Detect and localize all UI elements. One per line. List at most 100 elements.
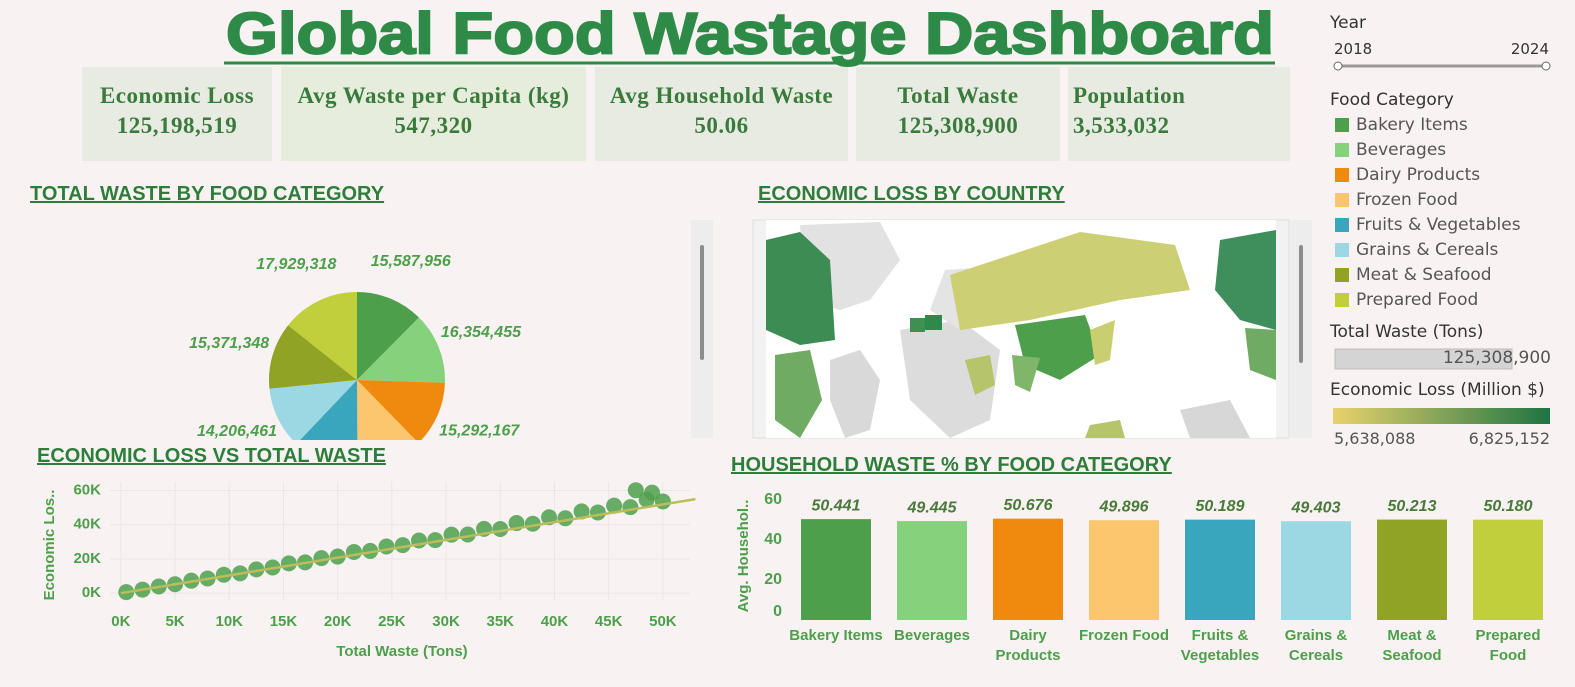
map (752, 219, 1290, 439)
data-label: 50.441 (812, 497, 861, 514)
kpi-box (856, 67, 1060, 161)
legend-swatch (1335, 293, 1349, 307)
scatter-point (492, 521, 509, 538)
chart-title: ECONOMIC LOSS VS TOTAL WASTE (37, 445, 386, 467)
data-label: 50.189 (1196, 498, 1245, 515)
data-label: 17,929,318 (256, 256, 336, 273)
legend-title: Economic Loss (Million $) (1330, 380, 1545, 400)
scatter-point (248, 561, 265, 578)
kpi-label: Avg Waste per Capita (kg) (297, 83, 570, 108)
pie-slice (269, 325, 357, 389)
scatter-point (589, 504, 606, 521)
scatter-point (622, 499, 639, 516)
bar (1281, 521, 1351, 620)
data-label: 50.180 (1484, 498, 1533, 515)
chart-title: ECONOMIC LOSS BY COUNTRY (758, 183, 1065, 205)
legend-item: Bakery Items (1356, 115, 1468, 135)
slider-min: 2018 (1334, 40, 1373, 58)
scatter-point (606, 497, 623, 514)
scatter-point (627, 482, 644, 499)
bar (1089, 520, 1159, 620)
trend-line (120, 497, 696, 595)
chart-title: TOTAL WASTE BY FOOD CATEGORY (30, 183, 385, 205)
y-tick-label: 20K (73, 550, 101, 567)
pie-slice (269, 380, 357, 440)
pie-slice (357, 380, 445, 440)
x-tick-label: 45K (595, 613, 623, 630)
x-tick-label: Prepared Food (1475, 627, 1541, 664)
slider-handle[interactable] (1541, 61, 1551, 71)
x-tick-label: 30K (432, 613, 460, 630)
x-tick-label: 50K (649, 613, 677, 630)
x-tick-label: 0K (111, 613, 130, 630)
scatter-point (573, 503, 590, 520)
y-tick-label: 0 (773, 603, 782, 620)
filter-title: Year (1330, 13, 1366, 33)
slider-handle[interactable] (1333, 61, 1343, 71)
data-label: 16,354,455 (441, 324, 522, 341)
kpi-label: Total Waste (897, 83, 1019, 108)
y-tick-label: 60K (73, 482, 101, 499)
y-tick-label: 60 (764, 491, 782, 508)
filter-bar (1334, 348, 1513, 370)
legend-swatch (1335, 218, 1349, 232)
data-label: 15,587,956 (371, 253, 451, 270)
scale-min: 5,638,088 (1334, 429, 1416, 448)
legend-swatch (1335, 243, 1349, 257)
legend-swatch (1335, 118, 1349, 132)
legend-swatch (1335, 193, 1349, 207)
scroll-thumb (700, 245, 704, 360)
bar (1377, 519, 1447, 620)
scale-max: 6,825,152 (1468, 429, 1550, 448)
x-tick-label: 25K (378, 613, 406, 630)
scatter-point (524, 515, 541, 532)
scatter-point (644, 484, 661, 501)
legend-item: Grains & Cereals (1356, 240, 1499, 260)
pie-slice (357, 292, 419, 380)
x-tick-label: 5K (165, 613, 184, 630)
scatter-point (427, 532, 444, 549)
scatter-point (313, 550, 330, 567)
scatter-point (345, 543, 362, 560)
filter-title: Total Waste (Tons) (1330, 322, 1484, 342)
y-tick-label: 40K (73, 516, 101, 533)
legend-title: Food Category (1330, 90, 1454, 110)
color-scale (1333, 408, 1550, 424)
data-label: 49.445 (907, 499, 958, 516)
scatter-point (394, 537, 411, 554)
x-tick-label: 20K (324, 613, 352, 630)
legend-swatch (1335, 168, 1349, 182)
legend-item: Fruits & Vegetables (1356, 215, 1521, 235)
scatter-point (280, 555, 297, 572)
y-tick-label: 20 (764, 571, 782, 588)
x-tick-label: Grains & Cereals (1284, 627, 1348, 664)
pie (269, 292, 445, 440)
x-tick-label: Bakery Items (789, 627, 883, 644)
kpi-value: 50.06 (694, 113, 749, 138)
data-label: 14,206,461 (197, 423, 277, 440)
x-tick-label: Beverages (894, 627, 970, 644)
legend-swatch (1335, 143, 1349, 157)
x-tick-label: 40K (541, 613, 569, 630)
bar (801, 519, 871, 620)
x-tick-label: Dairy Products (995, 627, 1061, 664)
legend-swatch (1335, 268, 1349, 282)
dashboard-title: Global Food Wastage Dashboard (226, 1, 1274, 66)
kpi-value: 3,533,032 (1073, 113, 1170, 138)
data-label: 15,292,167 (439, 423, 520, 440)
data-label: 15,371,348 (189, 335, 269, 352)
x-tick-label: Frozen Food (1079, 627, 1169, 644)
data-label: 50.213 (1388, 498, 1437, 515)
x-tick-label: Fruits & Vegetables (1180, 627, 1260, 664)
x-tick-label: 15K (270, 613, 298, 630)
kpi-box (82, 67, 272, 161)
kpi-box (281, 67, 586, 161)
scatter-point (215, 566, 232, 583)
x-tick-label: Meat & Seafood (1382, 627, 1442, 664)
x-tick-label: 10K (215, 613, 243, 630)
data-label: 50.676 (1004, 497, 1053, 514)
legend-item: Meat & Seafood (1356, 265, 1492, 285)
legend-item: Prepared Food (1356, 290, 1479, 310)
scatter-point (459, 526, 476, 543)
